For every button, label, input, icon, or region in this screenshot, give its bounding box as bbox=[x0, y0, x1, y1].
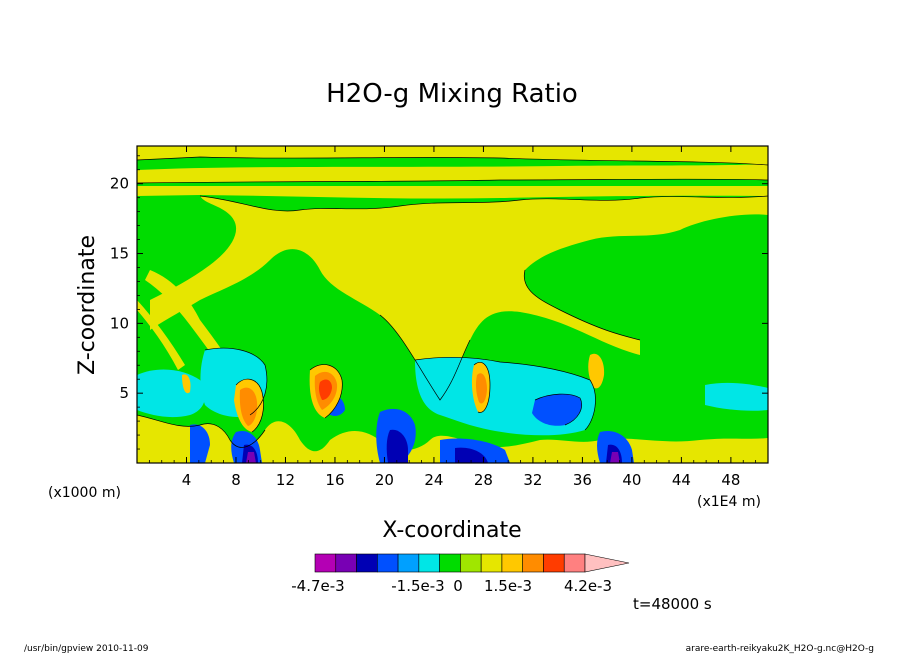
footer-right: arare-earth-reikyaku2K_H2O-g.nc@H2O-g bbox=[686, 644, 874, 654]
x-tick-label: 20 bbox=[375, 471, 394, 489]
footer-left: /usr/bin/gpview 2010-11-09 bbox=[24, 644, 149, 654]
colorbar-swatch bbox=[480, 553, 503, 573]
x-tick-label: 36 bbox=[573, 471, 592, 489]
colorbar-swatch bbox=[377, 553, 399, 573]
x-tick-label: 48 bbox=[721, 471, 740, 489]
colorbar-label: 1.5e-3 bbox=[484, 577, 532, 595]
colorbar-swatch bbox=[522, 553, 544, 573]
x-tick-label: 4 bbox=[182, 471, 192, 489]
colorbar-swatch bbox=[314, 553, 337, 573]
plot-frame bbox=[136, 145, 769, 464]
x-axis: 4 8 12 16 20 24 28 32 36 40 44 48 bbox=[148, 146, 757, 489]
colorbar-label: 4.2e-3 bbox=[564, 577, 612, 595]
x-tick-label: 32 bbox=[523, 471, 542, 489]
colorbar-swatch bbox=[563, 553, 586, 573]
colorbar-swatch bbox=[543, 553, 565, 573]
colorbar-labels: -4.7e-3 -1.5e-3 0 1.5e-3 4.2e-3 bbox=[291, 577, 612, 595]
y-tick-label: 10 bbox=[110, 314, 129, 332]
chart-title: H2O-g Mixing Ratio bbox=[326, 79, 578, 109]
x-tick-label: 8 bbox=[231, 471, 241, 489]
y-axis-label: Z-coordinate bbox=[75, 235, 100, 375]
colorbar-swatch bbox=[439, 553, 461, 573]
time-label: t=48000 s bbox=[633, 595, 712, 613]
colorbar-label: 0 bbox=[453, 577, 463, 595]
colorbar-label: -1.5e-3 bbox=[391, 577, 444, 595]
colorbar bbox=[314, 553, 630, 573]
x-unit-left: (x1000 m) bbox=[48, 485, 121, 501]
colorbar-swatch bbox=[501, 553, 523, 573]
x-tick-label: 44 bbox=[672, 471, 691, 489]
x-tick-label: 24 bbox=[424, 471, 443, 489]
x-unit-right: (x1E4 m) bbox=[697, 494, 761, 510]
colorbar-swatch bbox=[460, 553, 482, 573]
colorbar-swatch bbox=[356, 553, 378, 573]
y-tick-label: 20 bbox=[110, 175, 129, 193]
colorbar-swatch bbox=[397, 553, 420, 573]
y-tick-label: 5 bbox=[119, 384, 129, 402]
x-tick-label: 40 bbox=[622, 471, 641, 489]
contour-field bbox=[137, 146, 768, 463]
x-tick-label: 28 bbox=[474, 471, 493, 489]
y-tick-label: 15 bbox=[110, 245, 129, 263]
colorbar-swatch bbox=[335, 553, 357, 573]
x-tick-label: 12 bbox=[276, 471, 295, 489]
colorbar-swatch bbox=[418, 553, 440, 573]
x-axis-label: X-coordinate bbox=[382, 518, 521, 543]
colorbar-label: -4.7e-3 bbox=[291, 577, 344, 595]
x-tick-label: 16 bbox=[325, 471, 344, 489]
colorbar-arrow bbox=[584, 553, 630, 573]
y-axis: 5 10 15 20 bbox=[110, 155, 768, 450]
